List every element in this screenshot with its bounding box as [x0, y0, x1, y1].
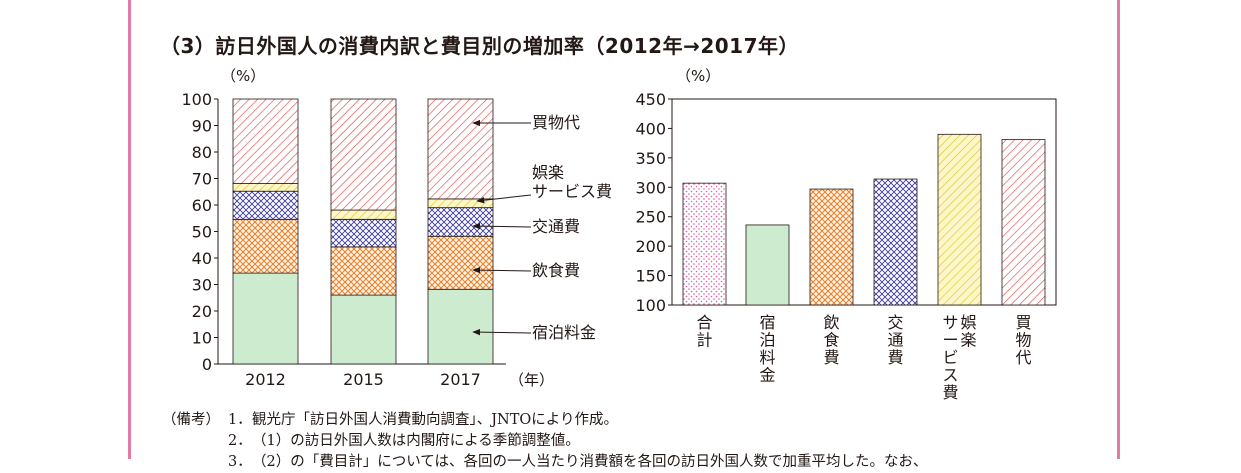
frame-left-border	[128, 0, 131, 459]
legend-label: 買物代	[532, 113, 580, 132]
stacked-bar-segment-entertainment	[232, 183, 299, 192]
note-number: 1．	[228, 412, 252, 428]
x-category-char: ビ	[942, 348, 958, 367]
stacked-bar-segment-transport	[330, 218, 397, 248]
x-category-char: 計	[696, 331, 712, 350]
note-text: 観光庁「訪日外国人消費動向調査」、JNTOにより作成。	[252, 412, 619, 428]
x-category-char: 買	[1015, 313, 1031, 332]
y-tick-label: 10	[192, 329, 212, 348]
y-tick-label: 300	[635, 178, 666, 197]
y-tick-label: 50	[192, 223, 212, 242]
growth-bar-lodging	[745, 224, 790, 306]
legend-arrow	[476, 194, 532, 204]
note-number: 3．	[228, 454, 252, 470]
x-category-char: 代	[1015, 348, 1031, 367]
legend-label: 飲食費	[532, 261, 580, 280]
y-tick-label: 60	[192, 196, 212, 215]
stacked-bar-segment-lodging	[427, 288, 494, 365]
stacked-bar-segment-food	[232, 218, 299, 274]
x-tick-label: 2017	[440, 370, 481, 389]
stacked-bar-segment-shopping	[232, 98, 299, 184]
stacked-bar-segment-food	[330, 246, 397, 296]
stacked-bar-segment-shopping	[427, 98, 494, 200]
note-row-2: 2． （1）の訪日外国人数は内閣府による季節調整値。	[162, 431, 928, 452]
legend-arrow	[472, 222, 532, 230]
x-category-char: 楽	[960, 331, 976, 350]
legend-arrow	[472, 266, 532, 274]
x-category-char: 飲	[823, 313, 839, 332]
stacked-bar-segment-entertainment	[330, 209, 397, 220]
charts-canvas: （%） （年） 0 10 20 30 40 50 60 70 80 90 100 2012 2015 2…	[181, 67, 1057, 402]
legend-label: 交通費	[532, 217, 580, 236]
x-category-char: 費	[823, 348, 839, 367]
stacked-bar-segment-lodging	[330, 294, 397, 365]
x-category-char: 娯	[960, 313, 976, 332]
y-tick-label: 100	[635, 296, 666, 315]
growth-bar-transport	[873, 178, 918, 306]
figure-title: （3）訪日外国人の消費内訳と費目別の増加率（2012年→2017年）	[160, 34, 800, 58]
y-tick-label: 350	[635, 149, 666, 168]
x-tick-label: 2015	[343, 370, 384, 389]
note-text: （2）の「費目計」については、各回の一人当たり消費額を各回の訪日外国人数で加重平…	[252, 454, 928, 470]
x-category-char: 料	[759, 348, 775, 367]
frame-right-border	[1117, 0, 1120, 459]
note-row-3: 3． （2）の「費目計」については、各回の一人当たり消費額を各回の訪日外国人数で…	[162, 452, 928, 473]
y-tick-label: 70	[192, 170, 212, 189]
growth-bar-entertainment	[937, 133, 982, 306]
x-category-char: 通	[887, 331, 903, 350]
stacked-chart: （%） （年） 0 10 20 30 40 50 60 70 80 90 100 2012 2015 2…	[181, 67, 612, 389]
note-text: （1）の訪日外国人数は内閣府による季節調整値。	[252, 433, 580, 449]
notes-label: （備考）	[162, 412, 220, 428]
x-category-char: 食	[823, 331, 839, 350]
stacked-bar-segment-transport	[232, 190, 299, 220]
y-tick-label: 100	[181, 90, 212, 109]
growth-bar-total	[682, 182, 727, 306]
y-tick-label: 40	[192, 249, 212, 268]
growth-bar-food	[809, 188, 854, 306]
notes: （備考） 1． 観光庁「訪日外国人消費動向調査」、JNTOにより作成。 2． （…	[162, 410, 928, 473]
y-tick-label: 0	[202, 355, 212, 374]
y-tick-label: 20	[192, 302, 212, 321]
stacked-y-unit: （%）	[221, 67, 265, 85]
x-tick-label: 2012	[245, 370, 286, 389]
note-number: 2．	[228, 433, 252, 449]
stacked-bar-segment-food	[427, 235, 494, 290]
y-tick-label: 150	[635, 267, 666, 286]
y-tick-label: 250	[635, 208, 666, 227]
y-tick-label: 200	[635, 237, 666, 256]
legend-label: サービス費	[532, 182, 612, 201]
x-category-char: 物	[1015, 331, 1031, 350]
x-category-char: 金	[759, 366, 775, 385]
growth-y-unit: （%）	[676, 67, 720, 85]
growth-plot-frame	[671, 98, 1057, 306]
x-category-char: 交	[887, 313, 903, 332]
y-tick-label: 30	[192, 276, 212, 295]
x-category-char: 泊	[759, 331, 775, 350]
stacked-bar-segment-transport	[427, 207, 494, 237]
stacked-bar-segment-lodging	[232, 272, 299, 365]
stacked-x-unit: （年）	[509, 371, 554, 389]
note-row-1: （備考） 1． 観光庁「訪日外国人消費動向調査」、JNTOにより作成。	[162, 410, 928, 431]
legend-label: 娯楽	[532, 163, 564, 182]
y-tick-label: 80	[192, 143, 212, 162]
x-category-char: サ	[942, 313, 958, 332]
y-tick-label: 450	[635, 90, 666, 109]
x-category-char: ス	[942, 366, 958, 385]
legend-label: 宿泊料金	[532, 323, 596, 342]
growth-bar-shopping	[1001, 139, 1046, 306]
legend-arrow	[472, 328, 532, 336]
x-category-char: 宿	[759, 313, 775, 332]
y-tick-label: 400	[635, 119, 666, 138]
x-category-char: 費	[942, 383, 958, 402]
stacked-bar-segment-shopping	[330, 98, 397, 211]
y-tick-label: 90	[192, 117, 212, 136]
x-category-char: 合	[696, 313, 712, 332]
x-category-char: 費	[887, 348, 903, 367]
x-category-char: ー	[942, 331, 958, 350]
